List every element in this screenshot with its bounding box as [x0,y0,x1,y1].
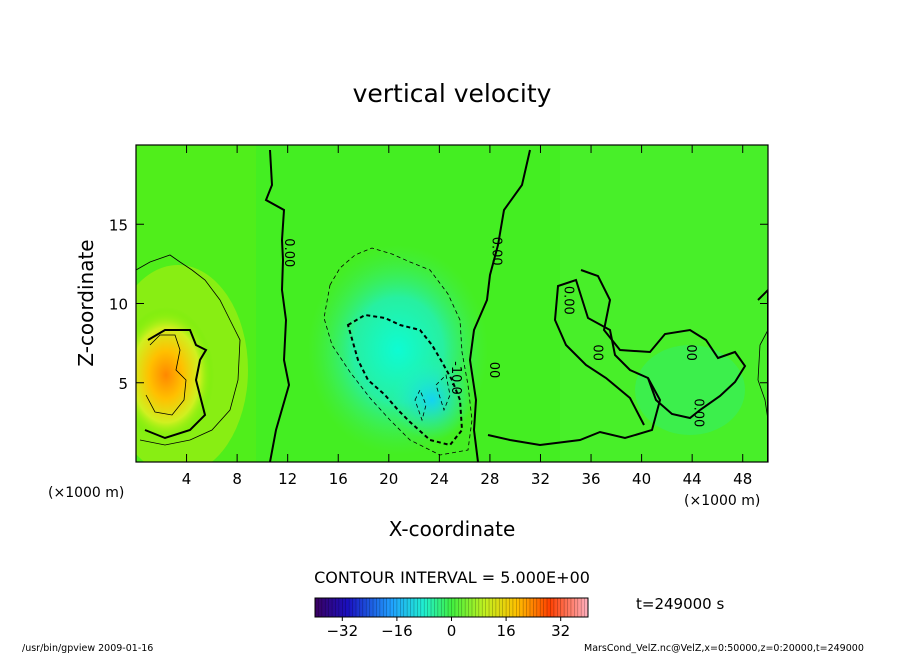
colorbar-tick-label--16: −16 [381,622,413,640]
x-tick-label-16: 16 [329,470,348,488]
negative-contours [323,247,473,456]
y-axis-label: Z-coordinate [74,239,98,366]
colorbar-stripes [318,598,585,617]
x-tick-label-48: 48 [733,470,752,488]
contour-label-3: 0.00 [691,398,706,427]
contour-label-7: 00 [683,344,698,361]
time-label: t=249000 s [636,595,724,613]
chart-title: vertical velocity [353,79,552,108]
updraft-core [136,307,214,443]
colorbar-ticks: −32 −16 0 16 32 [326,617,570,640]
zero-contours [144,149,768,462]
velocity-field [136,145,768,462]
x-tick-label-12: 12 [278,470,297,488]
x-tick-label-40: 40 [632,470,651,488]
x-tick-label-4: 4 [182,470,192,488]
y-tick-label-10: 10 [109,296,128,314]
colorbar-tick-label-0: 0 [447,622,457,640]
x-axis-label: X-coordinate [389,517,516,541]
x-tick-label-24: 24 [430,470,449,488]
colorbar-tick-label-16: 16 [497,622,516,640]
footer-left: /usr/bin/gpview 2009-01-16 [22,643,153,654]
contour-label-2: 0.00 [560,286,575,315]
y-tick-label-5: 5 [118,375,128,393]
x-tick-label-20: 20 [379,470,398,488]
x-axis-unit-left: (×1000 m) [48,485,124,501]
x-tick-label-36: 36 [581,470,600,488]
x-axis-ticks: 4 8 12 16 20 24 28 32 36 40 44 48 [182,145,752,488]
x-tick-label-8: 8 [232,470,242,488]
colorbar-tick-label-32: 32 [551,622,570,640]
y-tick-label-15: 15 [109,216,128,234]
colorbar-tick-label--32: −32 [326,622,358,640]
contour-interval-label: CONTOUR INTERVAL = 5.000E+00 [314,568,590,587]
contour-label-6: 00 [590,344,605,361]
footer-right: MarsCond_VelZ.nc@VelZ,x=0:50000,z=0:2000… [584,643,864,654]
x-tick-label-28: 28 [480,470,499,488]
x-axis-unit-right: (×1000 m) [684,493,760,509]
contour-labels: 0.00 0.00 0.00 0.00 -10.0 00 00 00 [281,237,706,428]
contour-label-1: 0.00 [488,237,503,266]
x-tick-label-32: 32 [531,470,550,488]
contour-label-5: 00 [486,362,501,379]
contour-label-0: 0.00 [281,238,296,267]
x-tick-label-44: 44 [683,470,702,488]
y-axis-ticks: 5 10 15 [109,216,768,393]
positive-contour [136,254,768,446]
contour-label-4: -10.0 [448,361,463,395]
